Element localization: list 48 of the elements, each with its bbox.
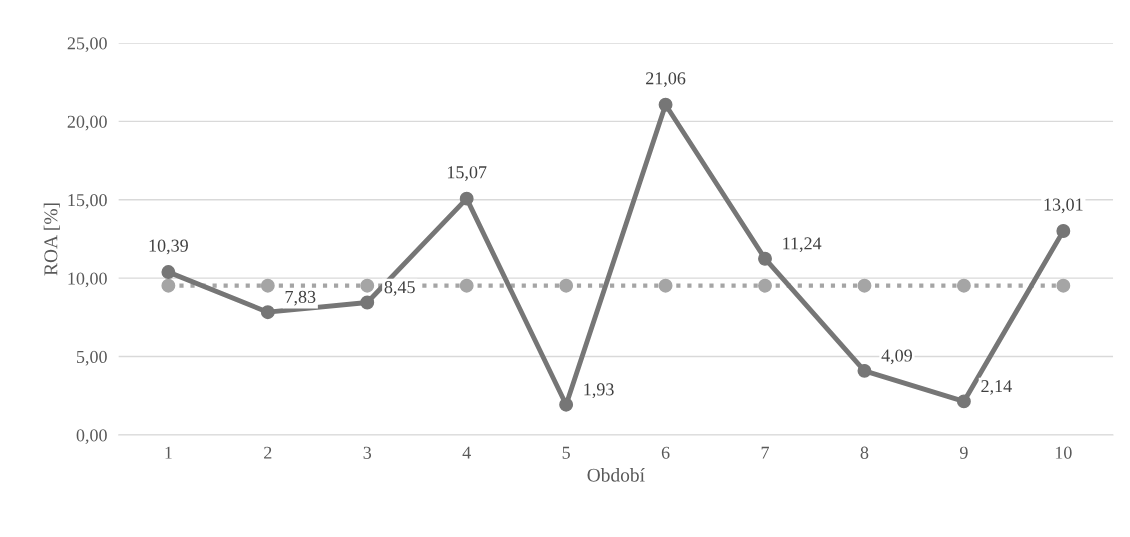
- point: [758, 278, 772, 293]
- data-label: 21,06: [646, 72, 686, 87]
- point: [1056, 278, 1071, 293]
- data-label: 13,01: [1044, 198, 1083, 214]
- point: [161, 265, 176, 279]
- point: [559, 397, 574, 412]
- point: [459, 191, 474, 206]
- x-tick-label: 3: [363, 446, 372, 459]
- x-tick-label: 9: [959, 446, 968, 459]
- data-label: 2,14: [981, 380, 1012, 395]
- y-tick-label: 15,00: [68, 194, 107, 209]
- x-tick-label: 4: [462, 446, 471, 459]
- data-label: 7,83: [285, 290, 316, 306]
- x-axis-title: Období: [587, 467, 645, 482]
- data-label: 4,09: [881, 349, 912, 365]
- x-tick-label: 8: [860, 446, 869, 459]
- point: [658, 278, 673, 293]
- point: [559, 278, 574, 293]
- y-tick-label: 25,00: [67, 37, 107, 52]
- x-tick-label: 6: [661, 446, 670, 459]
- y-tick-label: 20,00: [67, 115, 107, 131]
- point: [658, 97, 673, 112]
- data-label: 11,24: [783, 237, 822, 253]
- point: [161, 278, 176, 293]
- x-tick-label: 5: [562, 446, 570, 459]
- y-tick-label: 0,00: [76, 429, 107, 445]
- point: [758, 251, 772, 266]
- x-tick-label: 7: [761, 446, 769, 459]
- point: [459, 278, 474, 293]
- x-tick-label: 2: [264, 446, 272, 459]
- point: [360, 278, 375, 293]
- y-axis-title: ROA [%]: [43, 203, 60, 276]
- data-label: 8,45: [384, 281, 415, 296]
- x-tick-label: 1: [165, 446, 172, 459]
- y-tick-label: 5,00: [76, 350, 107, 366]
- data-label: 10,39: [149, 239, 188, 255]
- y-tick-label: 10,00: [68, 272, 107, 288]
- data-label: 1,93: [584, 383, 614, 399]
- point: [857, 363, 872, 378]
- point: [360, 295, 375, 310]
- point: [956, 394, 971, 409]
- point: [260, 305, 275, 320]
- point: [857, 278, 872, 293]
- data-label: 15,07: [447, 166, 487, 181]
- x-tick-label: 10: [1055, 446, 1072, 459]
- point: [260, 278, 275, 293]
- point: [1056, 224, 1071, 238]
- point: [956, 278, 971, 293]
